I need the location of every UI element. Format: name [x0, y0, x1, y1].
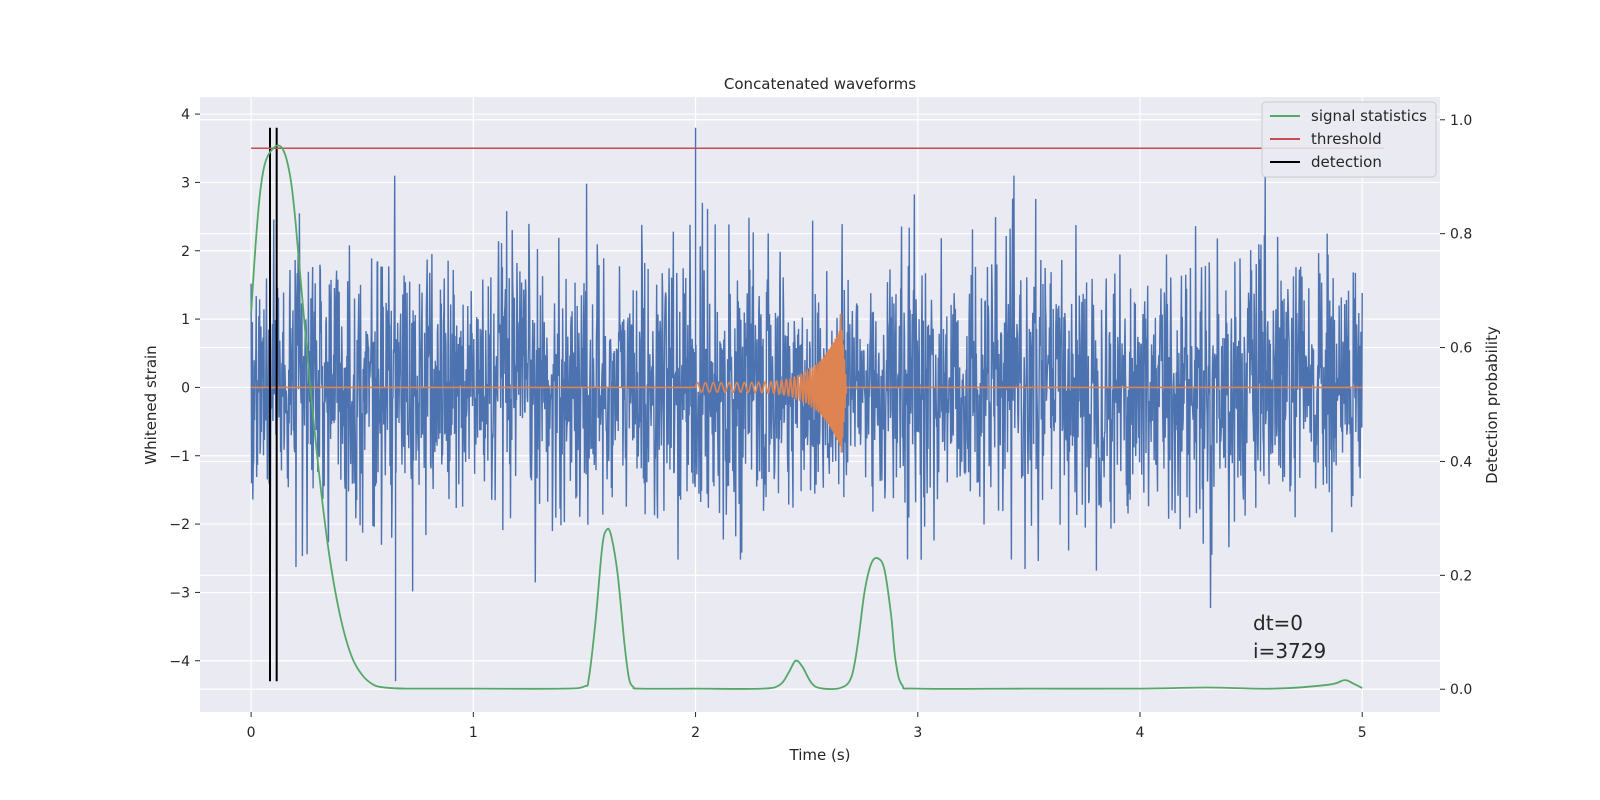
y-right-tick-label: 1.0 [1450, 113, 1472, 129]
y-right-axis-ticks: 0.0 0.2 0.4 0.6 0.8 1.0 [1440, 113, 1472, 698]
chart-title: Concatenated waveforms [724, 75, 916, 93]
y-right-tick-label: 0.4 [1450, 454, 1472, 470]
x-tick-label: 5 [1358, 725, 1367, 741]
annotation-dt: dt=0 [1253, 611, 1303, 635]
y-left-tick-label: 0 [181, 380, 190, 396]
y-left-axis-label: Whitened strain [142, 345, 160, 464]
x-axis-ticks: 0 1 2 3 4 5 [247, 712, 1367, 741]
x-tick-label: 2 [691, 725, 700, 741]
series-chirp [251, 313, 1363, 453]
y-left-tick-label: 3 [181, 175, 190, 191]
y-left-tick-label: −1 [169, 449, 190, 465]
signal-statistics-line [250, 144, 1363, 690]
y-left-tick-label: −3 [169, 585, 190, 601]
y-left-tick-label: 2 [181, 244, 190, 260]
y-left-tick-label: −2 [169, 517, 190, 533]
legend-label-threshold: threshold [1311, 130, 1382, 148]
legend: signal statistics threshold detection [1261, 101, 1437, 178]
y-left-tick-label: 1 [181, 312, 190, 328]
y-right-tick-label: 0.0 [1450, 682, 1472, 698]
series-signal-statistics [250, 144, 1363, 690]
x-tick-label: 3 [913, 725, 922, 741]
chirp-line [251, 313, 1363, 453]
y-right-tick-label: 0.6 [1450, 341, 1472, 357]
x-tick-label: 1 [469, 725, 478, 741]
y-right-tick-label: 0.8 [1450, 227, 1472, 243]
series-detection [269, 127, 278, 682]
y-left-axis-ticks: −4 −3 −2 −1 0 1 2 3 4 [169, 107, 200, 670]
y-right-axis-label: Detection probability [1483, 326, 1501, 484]
y-left-tick-label: 4 [181, 107, 190, 123]
annotation-i: i=3729 [1253, 639, 1326, 663]
x-axis-label: Time (s) [789, 746, 851, 764]
legend-label-detection: detection [1311, 153, 1382, 171]
x-tick-label: 0 [247, 725, 256, 741]
y-right-tick-label: 0.2 [1450, 568, 1472, 584]
legend-box [1261, 101, 1437, 178]
legend-label-signal-statistics: signal statistics [1311, 107, 1427, 125]
y-left-tick-label: −4 [169, 654, 190, 670]
x-tick-label: 4 [1136, 725, 1145, 741]
